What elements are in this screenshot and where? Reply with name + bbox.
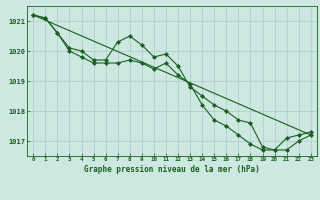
X-axis label: Graphe pression niveau de la mer (hPa): Graphe pression niveau de la mer (hPa) xyxy=(84,165,260,174)
